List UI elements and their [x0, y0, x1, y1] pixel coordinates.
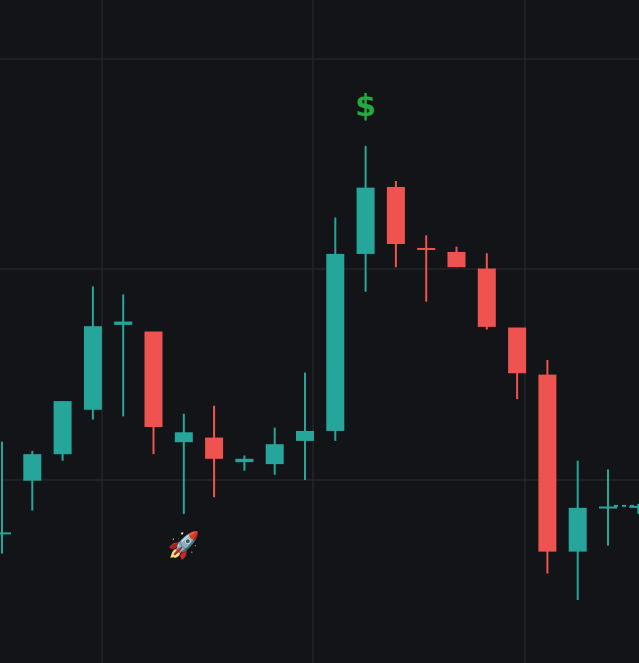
candle-body-10 — [265, 444, 284, 465]
candle-body-13 — [356, 187, 375, 254]
candle-body-1 — [0, 532, 11, 535]
candle-body-18 — [508, 327, 527, 374]
candle-body-3 — [53, 401, 72, 455]
candle-body-9 — [235, 458, 254, 463]
candle-body-2 — [23, 454, 42, 481]
candle-body-14 — [386, 186, 405, 244]
candle-body-15 — [417, 247, 436, 250]
candle-body-16 — [447, 251, 466, 268]
candle-body-4 — [83, 326, 102, 410]
candle-body-11 — [296, 430, 314, 441]
candle-body-22 — [629, 505, 639, 508]
candle-body-17 — [477, 268, 496, 327]
candle-body-12 — [326, 253, 345, 431]
candle-body-8 — [205, 437, 224, 459]
rocket-marker-icon: 🚀 — [168, 530, 200, 561]
candle-body-5 — [114, 321, 133, 325]
dollar-marker-icon: $ — [355, 89, 376, 124]
candle-body-19 — [538, 374, 557, 552]
candle-body-7 — [174, 432, 193, 443]
candle-body-6 — [144, 331, 163, 427]
candle-body-21 — [599, 506, 617, 509]
candle-body-20 — [568, 507, 587, 552]
